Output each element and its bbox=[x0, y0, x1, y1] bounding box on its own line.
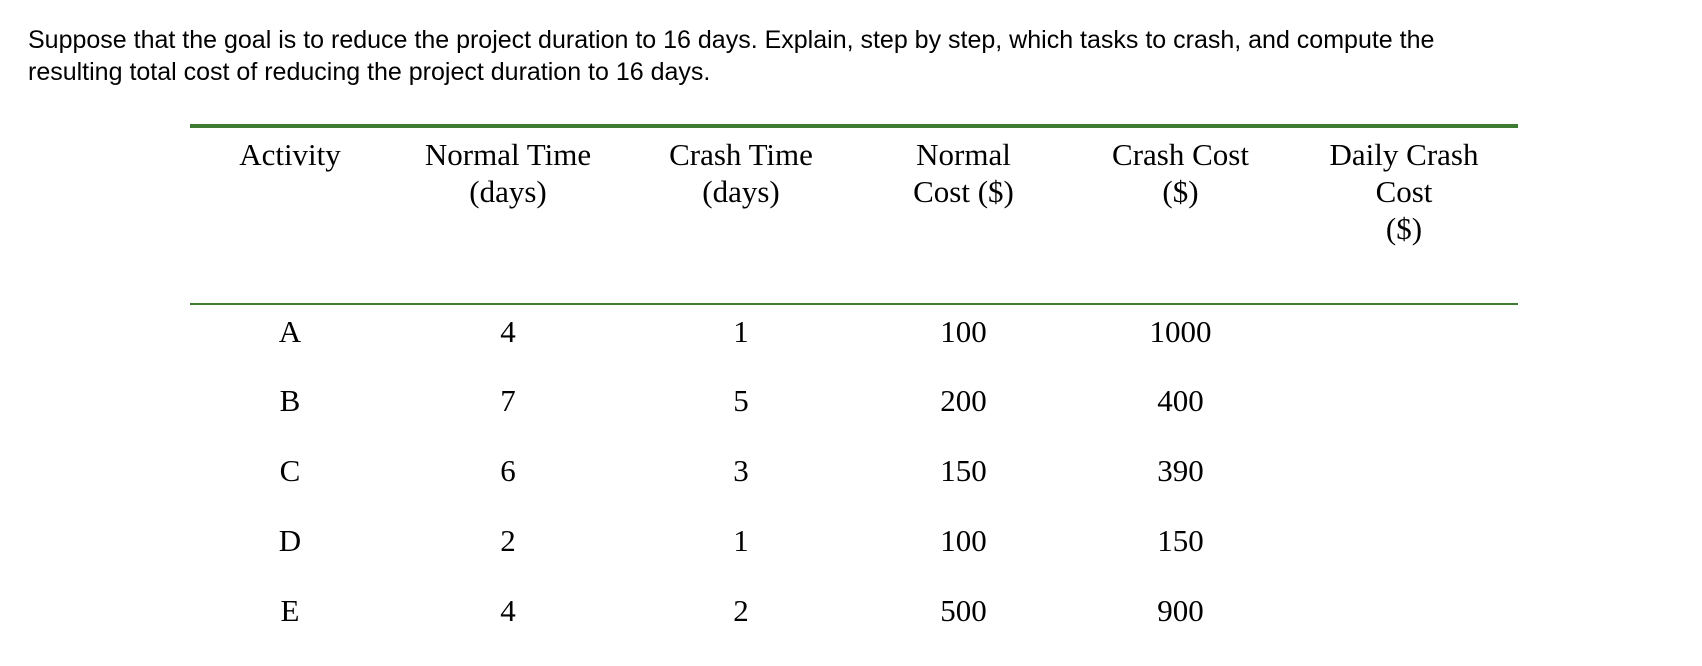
cell-crash-cost: 1000 bbox=[1149, 314, 1212, 349]
cell-daily-crash-cost bbox=[1290, 444, 1518, 514]
header-normal-time: Normal Time (days) bbox=[390, 124, 626, 305]
cell-activity: D bbox=[278, 523, 302, 558]
cell-normal-time: 7 bbox=[500, 383, 516, 418]
cell-crash-cost: 900 bbox=[1157, 593, 1204, 628]
cell-normal-time: 4 bbox=[500, 593, 516, 628]
header-daily-crash-cost: Daily Crash Cost ($) bbox=[1290, 124, 1518, 305]
cell-normal-cost: 200 bbox=[940, 383, 987, 418]
cell-activity: E bbox=[280, 593, 300, 628]
cell-activity: C bbox=[279, 453, 301, 488]
cell-normal-time: 6 bbox=[500, 453, 516, 488]
header-activity: Activity bbox=[190, 124, 390, 305]
cell-normal-time: 4 bbox=[500, 314, 516, 349]
table-row: C 6 3 150 390 bbox=[190, 444, 1518, 514]
table-row: B 7 5 200 400 bbox=[190, 374, 1518, 444]
table-row: E 4 2 500 900 bbox=[190, 584, 1518, 654]
cell-daily-crash-cost bbox=[1290, 374, 1518, 444]
cell-normal-time: 2 bbox=[500, 523, 516, 558]
cell-crash-time: 1 bbox=[733, 314, 749, 349]
cell-crash-time: 3 bbox=[733, 453, 749, 488]
header-normal-cost: Normal Cost ($) bbox=[856, 124, 1071, 305]
cell-normal-cost: 150 bbox=[940, 453, 987, 488]
cell-crash-time: 1 bbox=[733, 523, 749, 558]
table-header-row: Activity Normal Time (days) Crash Time (… bbox=[190, 124, 1518, 305]
cell-normal-cost: 100 bbox=[940, 314, 987, 349]
header-crash-time: Crash Time (days) bbox=[626, 124, 856, 305]
cell-crash-cost: 390 bbox=[1157, 453, 1204, 488]
cell-daily-crash-cost bbox=[1290, 514, 1518, 584]
cell-crash-time: 2 bbox=[733, 593, 749, 628]
table-row: A 4 1 100 1000 bbox=[190, 304, 1518, 374]
crash-cost-table: Activity Normal Time (days) Crash Time (… bbox=[190, 124, 1518, 654]
question-text: Suppose that the goal is to reduce the p… bbox=[28, 24, 1678, 88]
question-line-2: resulting total cost of reducing the pro… bbox=[28, 58, 711, 86]
cell-activity: B bbox=[279, 383, 301, 418]
cell-daily-crash-cost bbox=[1290, 304, 1518, 374]
cell-crash-cost: 400 bbox=[1157, 383, 1204, 418]
cell-crash-cost: 150 bbox=[1157, 523, 1204, 558]
table-row: D 2 1 100 150 bbox=[190, 514, 1518, 584]
cell-activity: A bbox=[278, 314, 302, 349]
cell-daily-crash-cost bbox=[1290, 584, 1518, 654]
header-crash-cost: Crash Cost ($) bbox=[1071, 124, 1290, 305]
cell-crash-time: 5 bbox=[733, 383, 749, 418]
question-line-1: Suppose that the goal is to reduce the p… bbox=[28, 26, 1435, 54]
cell-normal-cost: 500 bbox=[940, 593, 987, 628]
cell-normal-cost: 100 bbox=[940, 523, 987, 558]
